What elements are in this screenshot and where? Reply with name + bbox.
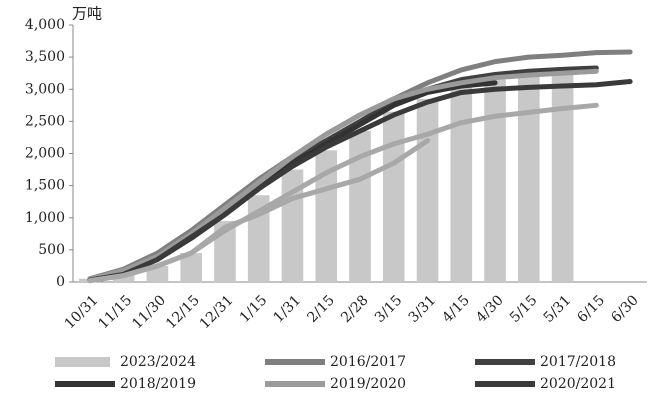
x-tick-label: 5/15 (507, 292, 541, 326)
bar (518, 76, 540, 283)
legend-label: 2017/2018 (540, 354, 616, 370)
x-tick-label: 1/31 (271, 292, 305, 326)
bar (315, 150, 338, 282)
y-axis-label: 万吨 (72, 5, 102, 23)
y-tick-label: 3,000 (25, 81, 65, 97)
x-tick-label: 11/15 (95, 292, 135, 332)
x-tick-label: 6/15 (574, 292, 608, 326)
x-tick-label: 5/31 (541, 292, 575, 326)
x-tick-label: 4/15 (439, 292, 473, 326)
x-tick-label: 11/30 (129, 292, 169, 332)
legend-label: 2018/2019 (120, 376, 196, 392)
bar (551, 73, 574, 282)
legend-label: 2019/2020 (330, 376, 406, 392)
y-tick-label: 0 (56, 274, 65, 290)
x-tick-label: 1/15 (237, 292, 271, 326)
x-tick-label: 3/31 (406, 292, 440, 326)
x-tick-label: 3/15 (372, 292, 406, 326)
line (87, 68, 599, 282)
x-tick-label: 2/15 (304, 292, 338, 326)
y-tick-label: 500 (38, 242, 65, 258)
bar (484, 79, 506, 282)
y-tick-label: 4,000 (25, 17, 65, 33)
x-tick-label: 12/31 (197, 292, 237, 332)
y-tick-label: 2,500 (25, 113, 65, 129)
bar (450, 86, 473, 282)
y-tick-label: 1,000 (25, 210, 65, 226)
legend-label: 2023/2024 (120, 354, 196, 370)
bar (180, 253, 202, 282)
legend-label: 2020/2021 (540, 376, 616, 392)
x-tick-label: 6/30 (608, 292, 642, 326)
x-tick-label: 2/28 (338, 292, 372, 326)
bar (416, 98, 439, 282)
line (87, 79, 633, 283)
bar (382, 111, 405, 282)
y-tick-label: 1,500 (25, 178, 65, 194)
x-tick-label: 4/30 (473, 292, 507, 326)
x-tick-label: 10/31 (62, 292, 102, 332)
line (87, 138, 431, 284)
bar (349, 131, 371, 282)
x-tick-label: 12/15 (163, 292, 203, 332)
legend-label: 2016/2017 (330, 354, 406, 370)
y-tick-label: 2,000 (25, 146, 65, 162)
legend-swatch (55, 357, 110, 367)
y-tick-label: 3,500 (25, 49, 65, 65)
